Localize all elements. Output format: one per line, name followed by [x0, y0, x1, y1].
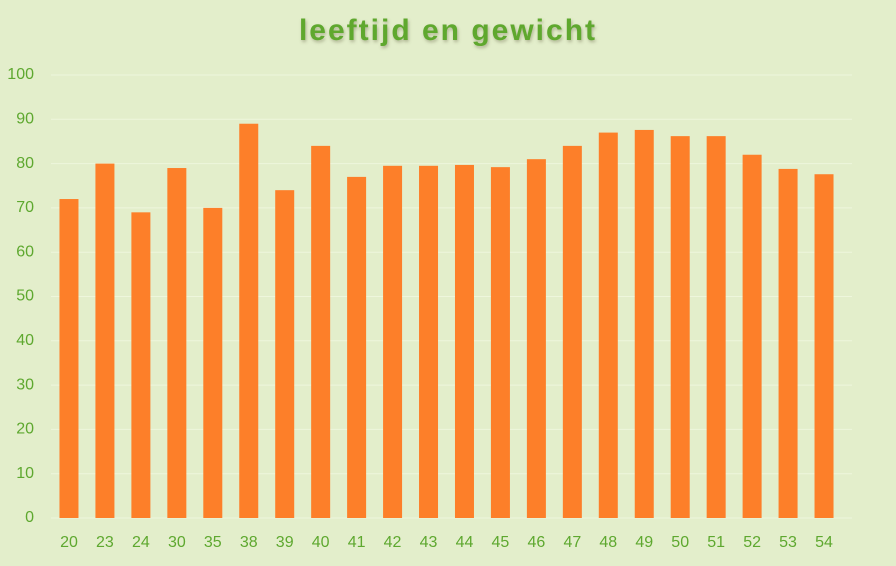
bar — [347, 176, 367, 518]
x-tick-label: 46 — [527, 534, 545, 551]
x-tick-label: 39 — [276, 534, 294, 551]
y-tick-label: 20 — [16, 421, 34, 438]
y-tick-label: 100 — [7, 66, 34, 83]
bar — [95, 163, 115, 518]
x-tick-label: 43 — [420, 534, 438, 551]
x-tick-label: 20 — [60, 534, 78, 551]
bar — [59, 199, 79, 519]
y-tick-label: 0 — [25, 509, 34, 526]
x-tick-label: 24 — [132, 534, 150, 551]
y-tick-label: 50 — [16, 288, 34, 305]
bar — [419, 165, 439, 518]
y-tick-label: 70 — [16, 199, 34, 216]
x-tick-label: 48 — [599, 534, 617, 551]
y-tick-label: 60 — [16, 243, 34, 260]
bar — [598, 132, 618, 518]
x-tick-label: 23 — [96, 534, 114, 551]
x-tick-label: 35 — [204, 534, 222, 551]
bar — [239, 123, 259, 518]
bar — [383, 165, 403, 518]
x-tick-label: 49 — [635, 534, 653, 551]
x-tick-label: 52 — [743, 534, 761, 551]
x-tick-label: 45 — [492, 534, 510, 551]
bar — [634, 129, 654, 518]
bar — [706, 136, 726, 518]
x-tick-label: 42 — [384, 534, 402, 551]
y-tick-label: 10 — [16, 465, 34, 482]
bar — [275, 190, 295, 518]
x-tick-label: 53 — [779, 534, 797, 551]
x-tick-label: 54 — [815, 534, 833, 551]
x-tick-label: 41 — [348, 534, 366, 551]
y-tick-label: 90 — [16, 111, 34, 128]
bar — [670, 136, 690, 518]
bar — [490, 167, 510, 519]
x-tick-label: 38 — [240, 534, 258, 551]
x-tick-label: 50 — [671, 534, 689, 551]
bar — [814, 174, 834, 518]
x-tick-label: 51 — [707, 534, 725, 551]
bar — [454, 164, 474, 518]
x-tick-label: 44 — [456, 534, 474, 551]
bar — [742, 154, 762, 519]
bar — [562, 145, 582, 518]
y-tick-label: 80 — [16, 155, 34, 172]
bar — [778, 168, 798, 518]
y-tick-label: 30 — [16, 376, 34, 393]
x-tick-label: 30 — [168, 534, 186, 551]
chart-title: leeftijd en gewicht — [299, 14, 597, 47]
bar — [131, 212, 151, 518]
bar — [311, 145, 331, 518]
bar — [203, 207, 223, 518]
bar — [526, 159, 546, 519]
y-tick-label: 40 — [16, 332, 34, 349]
x-tick-label: 47 — [563, 534, 581, 551]
bar — [167, 168, 187, 518]
x-tick-label: 40 — [312, 534, 330, 551]
